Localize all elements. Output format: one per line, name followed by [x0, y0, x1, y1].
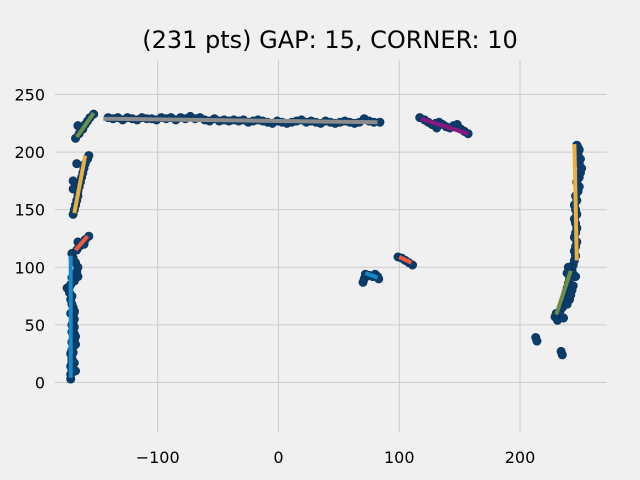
scatter-point — [562, 299, 572, 309]
scatter-point — [559, 313, 569, 323]
y-tick-label: 100 — [14, 258, 45, 277]
fitted-segment — [572, 144, 579, 261]
y-tick-label: 150 — [14, 201, 45, 220]
fitted-segment — [554, 270, 573, 316]
fitted-segment — [74, 234, 90, 252]
y-tick-label: 50 — [25, 316, 45, 335]
chart-title: (231 pts) GAP: 15, CORNER: 10 — [142, 26, 518, 54]
fitted-segment — [398, 255, 413, 265]
x-tick-label: 0 — [273, 448, 283, 467]
fitted-segment — [420, 116, 469, 136]
x-tick-label: 200 — [505, 448, 536, 467]
x-tick-label: 100 — [384, 448, 415, 467]
scatter-point — [557, 350, 567, 360]
scatter-point — [72, 159, 82, 169]
y-tick-label: 250 — [14, 86, 45, 105]
x-tick-label: −100 — [136, 448, 180, 467]
fitted-segments — [68, 111, 579, 378]
scatter-point — [68, 176, 78, 186]
scatter-point — [68, 184, 78, 194]
tick-labels: −100 0 100 200 0 50 100 150 200 250 — [14, 86, 535, 467]
scatter-point — [532, 336, 542, 346]
fitted-segment — [103, 116, 378, 125]
scatter-point — [571, 272, 581, 282]
fitted-segment — [364, 271, 379, 280]
fitted-segment — [72, 155, 88, 214]
fitted-segment — [75, 111, 96, 139]
scatter-point — [73, 121, 83, 131]
y-tick-label: 0 — [35, 373, 45, 392]
y-tick-label: 200 — [14, 143, 45, 162]
